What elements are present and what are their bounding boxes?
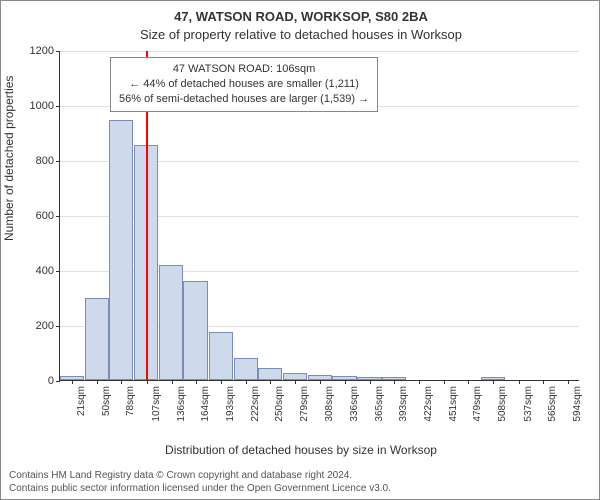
xtick-label: 50sqm (101, 386, 112, 416)
xtick-mark (468, 380, 469, 384)
xtick-label: 164sqm (200, 386, 211, 422)
ytick-mark (56, 271, 60, 272)
legend-line-1: 47 WATSON ROAD: 106sqm (119, 62, 369, 77)
xtick-label: 336sqm (349, 386, 360, 422)
xtick-label: 508sqm (497, 386, 508, 422)
xtick-label: 393sqm (398, 386, 409, 422)
gridline (60, 51, 579, 52)
ytick-label: 200 (36, 320, 54, 332)
ytick-label: 400 (36, 265, 54, 277)
legend-box: 47 WATSON ROAD: 106sqm ← 44% of detached… (110, 57, 378, 112)
xtick-mark (419, 380, 420, 384)
xtick-label: 193sqm (225, 386, 236, 422)
xtick-label: 451sqm (448, 386, 459, 422)
xtick-label: 107sqm (151, 386, 162, 422)
ytick-mark (56, 51, 60, 52)
x-axis-label: Distribution of detached houses by size … (1, 443, 600, 457)
histogram-bar (183, 281, 207, 380)
legend-line-3: 56% of semi-detached houses are larger (… (119, 92, 369, 107)
xtick-label: 308sqm (324, 386, 335, 422)
histogram-bar (85, 298, 109, 381)
xtick-label: 78sqm (125, 386, 136, 416)
xtick-label: 21sqm (76, 386, 87, 416)
xtick-mark (172, 380, 173, 384)
ytick-mark (56, 381, 60, 382)
histogram-bar (258, 368, 282, 380)
xtick-label: 422sqm (423, 386, 434, 422)
ytick-mark (56, 106, 60, 107)
histogram-bar (234, 358, 258, 380)
xtick-mark (394, 380, 395, 384)
xtick-mark (320, 380, 321, 384)
xtick-mark (295, 380, 296, 384)
ytick-label: 800 (36, 155, 54, 167)
xtick-mark (543, 380, 544, 384)
xtick-mark (270, 380, 271, 384)
ytick-mark (56, 161, 60, 162)
xtick-label: 537sqm (523, 386, 534, 422)
xtick-mark (370, 380, 371, 384)
xtick-label: 365sqm (374, 386, 385, 422)
xtick-label: 279sqm (299, 386, 310, 422)
xtick-mark (568, 380, 569, 384)
xtick-label: 222sqm (250, 386, 261, 422)
xtick-mark (221, 380, 222, 384)
ytick-mark (56, 326, 60, 327)
xtick-label: 136sqm (176, 386, 187, 422)
histogram-bar (109, 120, 133, 380)
footer-line-1: Contains HM Land Registry data © Crown c… (9, 470, 391, 483)
ytick-label: 1200 (30, 45, 54, 57)
histogram-bar (283, 373, 307, 380)
xtick-mark (519, 380, 520, 384)
xtick-mark (444, 380, 445, 384)
xtick-label: 594sqm (572, 386, 583, 422)
ytick-label: 600 (36, 210, 54, 222)
xtick-mark (493, 380, 494, 384)
chart-container: 47, WATSON ROAD, WORKSOP, S80 2BA Size o… (0, 0, 600, 500)
xtick-mark (72, 380, 73, 384)
chart-title-desc: Size of property relative to detached ho… (1, 27, 600, 42)
footer-attribution: Contains HM Land Registry data © Crown c… (9, 470, 391, 495)
xtick-mark (147, 380, 148, 384)
xtick-label: 479sqm (472, 386, 483, 422)
ytick-mark (56, 216, 60, 217)
footer-line-2: Contains public sector information licen… (9, 483, 391, 496)
plot-area: 02004006008001000120021sqm50sqm78sqm107s… (59, 51, 579, 381)
y-axis-label: Number of detached properties (2, 76, 16, 241)
xtick-mark (345, 380, 346, 384)
xtick-label: 250sqm (274, 386, 285, 422)
xtick-mark (246, 380, 247, 384)
xtick-mark (196, 380, 197, 384)
xtick-mark (121, 380, 122, 384)
xtick-mark (97, 380, 98, 384)
ytick-label: 1000 (30, 100, 54, 112)
ytick-label: 0 (48, 375, 54, 387)
histogram-bar (209, 332, 233, 380)
xtick-label: 565sqm (547, 386, 558, 422)
legend-line-2: ← 44% of detached houses are smaller (1,… (119, 77, 369, 92)
chart-title-address: 47, WATSON ROAD, WORKSOP, S80 2BA (1, 9, 600, 24)
histogram-bar (159, 265, 183, 381)
